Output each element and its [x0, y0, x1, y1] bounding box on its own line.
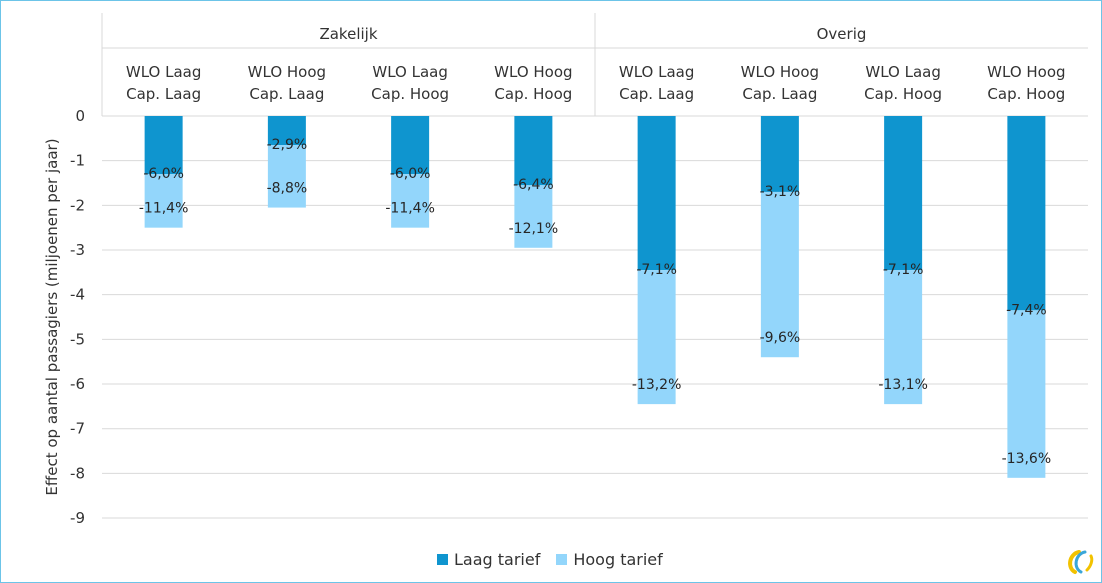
data-label-laag-tarief: -2,9% [267, 137, 308, 153]
y-tick-label: -4 [70, 286, 85, 304]
category-label: WLO Laag [372, 63, 448, 81]
group-label: Overig [817, 25, 867, 43]
y-tick-label: -7 [70, 420, 85, 438]
bar-hoog-tarief [760, 191, 799, 358]
category-label: Cap. Hoog [987, 85, 1065, 103]
data-label-hoog-tarief: -13,2% [632, 377, 682, 393]
y-tick-label: -2 [70, 196, 85, 214]
data-label-laag-tarief: -6,0% [143, 166, 184, 182]
bar-hoog-tarief [144, 174, 183, 228]
y-tick-label: -3 [70, 241, 85, 259]
category-label: Cap. Laag [249, 85, 324, 103]
legend-item-hoog-tarief: Hoog tarief [556, 550, 663, 569]
logo-icon [1068, 550, 1094, 574]
category-label: Cap. Hoog [494, 85, 572, 103]
y-tick-label: -6 [70, 375, 85, 393]
category-label: WLO Hoog [248, 63, 326, 81]
bar-laag-tarief [884, 116, 923, 271]
bar-laag-tarief [267, 116, 306, 146]
bar-hoog-tarief [884, 270, 923, 405]
bar-laag-tarief [514, 116, 553, 186]
category-label: WLO Hoog [987, 63, 1065, 81]
data-label-hoog-tarief: -9,6% [760, 330, 801, 346]
y-tick-label: 0 [75, 107, 85, 125]
legend-swatch-laag-tarief [437, 554, 448, 565]
data-label-hoog-tarief: -12,1% [509, 221, 559, 237]
bar-hoog-tarief [514, 185, 553, 248]
y-tick-label: -9 [70, 509, 85, 527]
legend-swatch-hoog-tarief [556, 554, 568, 565]
legend: Laag tarief Hoog tarief [437, 550, 679, 569]
y-tick-label: -1 [70, 152, 85, 170]
y-axis-title: Effect op aantal passagiers (miljoenen p… [43, 138, 61, 495]
legend-label-hoog-tarief: Hoog tarief [573, 550, 663, 569]
bar-laag-tarief [637, 116, 676, 271]
legend-label-laag-tarief: Laag tarief [454, 550, 541, 569]
category-label: WLO Laag [865, 63, 941, 81]
data-label-laag-tarief: -7,1% [883, 262, 924, 278]
bar-hoog-tarief [1007, 310, 1046, 478]
y-tick-label: -8 [70, 464, 85, 482]
group-label: Zakelijk [319, 25, 377, 43]
data-label-hoog-tarief: -8,8% [267, 181, 308, 197]
data-label-hoog-tarief: -11,4% [385, 201, 435, 217]
category-label: Cap. Hoog [864, 85, 942, 103]
bar-hoog-tarief [637, 270, 676, 405]
data-label-laag-tarief: -3,1% [760, 184, 801, 200]
data-label-hoog-tarief: -13,6% [1002, 451, 1052, 467]
category-label: Cap. Laag [619, 85, 694, 103]
category-label: WLO Hoog [494, 63, 572, 81]
bar-laag-tarief [144, 116, 183, 175]
category-label: Cap. Laag [742, 85, 817, 103]
data-label-laag-tarief: -7,1% [636, 262, 677, 278]
data-label-laag-tarief: -6,4% [513, 177, 554, 193]
bar-laag-tarief [760, 116, 799, 192]
data-label-laag-tarief: -6,0% [390, 166, 431, 182]
category-label: WLO Laag [619, 63, 695, 81]
bar-hoog-tarief [391, 174, 430, 228]
category-label: WLO Laag [126, 63, 202, 81]
bar-laag-tarief [391, 116, 430, 175]
category-label: WLO Hoog [741, 63, 819, 81]
bar-hoog-tarief [267, 145, 306, 208]
data-label-laag-tarief: -7,4% [1006, 302, 1047, 318]
data-label-hoog-tarief: -11,4% [139, 201, 189, 217]
legend-item-laag-tarief: Laag tarief [437, 550, 540, 569]
bar-laag-tarief [1007, 116, 1046, 311]
category-label: Cap. Laag [126, 85, 201, 103]
category-label: Cap. Hoog [371, 85, 449, 103]
data-label-hoog-tarief: -13,1% [878, 377, 928, 393]
y-tick-label: -5 [70, 330, 85, 348]
